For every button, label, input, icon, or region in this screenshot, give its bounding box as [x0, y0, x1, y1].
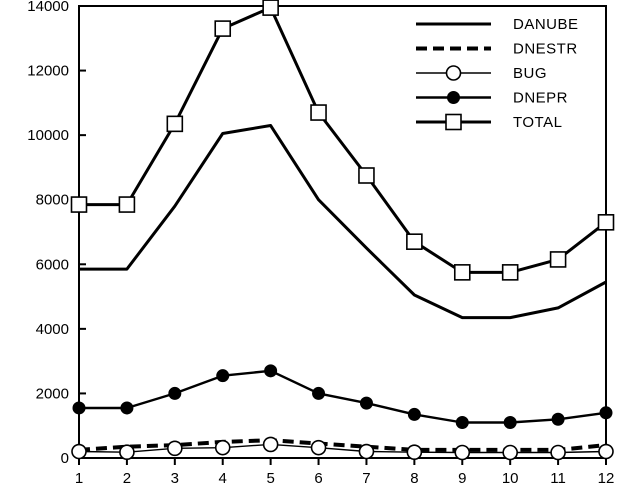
bug-point	[454, 444, 471, 461]
y-tick-label: 12000	[27, 63, 69, 80]
legend-item-dnepr: DNEPR	[416, 90, 568, 107]
legend-item-bug: BUG	[416, 65, 547, 82]
bug-point	[598, 443, 614, 460]
y-tick-label: 14000	[27, 0, 69, 15]
legend-item-total: TOTAL	[416, 113, 562, 131]
bug-point	[214, 439, 231, 456]
bug-line	[78, 443, 607, 454]
dnepr-point	[599, 406, 613, 420]
x-tick-label: 6	[314, 470, 322, 487]
total-point	[501, 264, 519, 281]
y-tick-label: 8000	[36, 192, 69, 209]
legend-item-danube: DANUBE	[416, 16, 579, 33]
dnepr-point	[216, 369, 230, 383]
y-tick-label: 10000	[27, 127, 69, 144]
bug-point	[406, 444, 423, 460]
dnepr-point	[455, 415, 469, 429]
y-tick-label: 6000	[36, 256, 69, 273]
legend-label-total: TOTAL	[513, 114, 562, 131]
x-tick-label: 12	[598, 470, 615, 487]
legend-label-danube: DANUBE	[513, 16, 579, 33]
bug-point	[310, 439, 327, 456]
dnepr-line	[79, 369, 607, 424]
dnepr-point	[312, 386, 326, 400]
dnepr-point	[120, 401, 134, 415]
total-point	[166, 115, 184, 133]
total-point	[310, 104, 327, 121]
x-tick-label: 8	[410, 470, 418, 487]
dnepr-point	[551, 412, 565, 426]
x-tick-label: 10	[502, 470, 519, 487]
legend-label-dnepr: DNEPR	[513, 90, 568, 107]
total-point	[549, 251, 567, 268]
axes	[78, 5, 607, 459]
dnepr-point	[359, 396, 373, 410]
series-dnepr	[72, 364, 613, 429]
legend-label-bug: BUG	[513, 65, 547, 82]
x-tick-label: 2	[123, 470, 131, 487]
total-point	[214, 20, 232, 37]
x-tick-label: 5	[266, 470, 274, 487]
x-tick-label: 11	[550, 470, 566, 487]
total-point	[262, 0, 279, 16]
series-danube	[79, 124, 607, 320]
dnepr-point	[264, 364, 278, 378]
x-tick-label: 7	[362, 470, 370, 487]
dnepr-point	[503, 415, 517, 429]
y-tick-label: 2000	[36, 385, 69, 402]
plot-frame	[78, 5, 607, 459]
x-tick-label: 3	[171, 470, 179, 487]
y-tick-label: 0	[61, 450, 69, 467]
total-point	[118, 196, 136, 213]
dnepr-point	[168, 386, 182, 400]
bug-point	[119, 444, 135, 460]
series-total	[70, 0, 615, 281]
dnepr-point	[407, 407, 421, 421]
legend-item-dnestr: DNESTR	[416, 41, 578, 58]
bug-point	[502, 444, 518, 461]
dnepr-legend-marker	[447, 91, 460, 104]
total-point	[406, 233, 423, 250]
bug-point	[167, 440, 183, 457]
legend: DANUBE DNESTR BUG DNEPR TOTAL	[416, 16, 579, 131]
total-point	[70, 196, 88, 213]
bug-point	[358, 443, 375, 460]
series-bug	[71, 436, 614, 461]
total-point	[453, 264, 471, 281]
total-point	[597, 214, 615, 231]
x-tick-label: 4	[219, 470, 227, 487]
bug-point	[262, 436, 279, 453]
danube-line	[79, 124, 607, 320]
x-tick-label: 9	[458, 470, 466, 487]
bug-legend-marker	[445, 65, 462, 81]
x-tick-label: 1	[75, 470, 83, 487]
legend-label-dnestr: DNESTR	[513, 41, 578, 58]
y-tick-label: 4000	[36, 321, 69, 338]
total-legend-marker	[445, 113, 462, 131]
series-dnestr	[78, 438, 607, 452]
bug-point	[550, 444, 566, 461]
series-group	[70, 0, 615, 461]
dnestr-line	[78, 438, 607, 452]
bug-point	[71, 443, 87, 460]
total-point	[358, 167, 375, 184]
dnepr-point	[72, 401, 86, 415]
